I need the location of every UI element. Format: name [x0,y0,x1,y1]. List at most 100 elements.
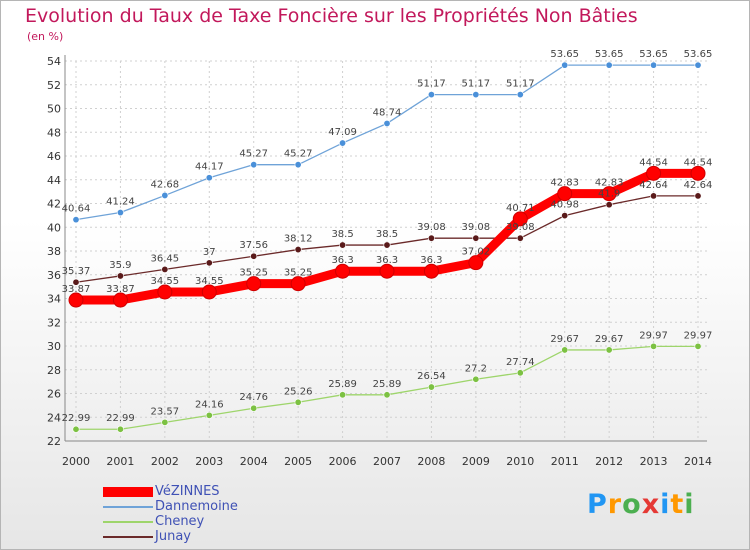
point-vezinnes [468,255,484,271]
legend-item-dannemoine: Dannemoine [103,499,353,515]
point-vezinnes [646,165,662,181]
series-layer [68,61,706,433]
data-label-vezinnes: 44.54 [684,157,713,168]
logo-letter: P [587,489,608,520]
legend-item-junay: Junay [103,529,353,545]
data-label-junay: 42.64 [684,180,713,191]
x-tick-label: 2007 [373,455,401,468]
legend-swatch [103,521,153,523]
data-label-dannemoine: 41.24 [106,197,135,208]
point-junay [383,241,391,249]
x-tick-label: 2008 [417,455,445,468]
point-cheney [516,369,524,377]
y-tick-label: 54 [47,55,61,68]
point-dannemoine [205,174,213,182]
data-label-cheney: 24.16 [195,399,224,410]
data-label-dannemoine: 45.27 [284,149,313,160]
data-label-vezinnes: 34.55 [195,276,224,287]
point-junay [250,252,258,260]
data-label-dannemoine: 53.65 [595,49,624,60]
data-label-cheney: 26.54 [417,371,446,382]
x-tick-label: 2010 [506,455,534,468]
data-label-cheney: 27.74 [506,357,535,368]
data-label-cheney: 25.89 [373,379,402,390]
point-dannemoine [339,139,347,147]
data-label-cheney: 29.97 [639,330,668,341]
legend-swatch [103,487,153,497]
y-tick-label: 38 [47,245,61,258]
y-tick-label: 28 [47,364,61,377]
data-label-junay: 42.64 [639,180,668,191]
data-label-cheney: 27.2 [465,363,487,374]
data-label-dannemoine: 48.74 [373,107,402,118]
x-tick-label: 2003 [195,455,223,468]
point-vezinnes [201,284,217,300]
point-dannemoine [427,91,435,99]
data-label-dannemoine: 51.17 [506,79,535,90]
y-axis-unit: (en %) [27,30,64,43]
point-junay [116,272,124,280]
logo-letter: i [684,489,695,520]
data-label-vezinnes: 35.25 [284,268,313,279]
data-labels: 40.64 41.24 42.68 44.17 45.27 45.27 47.09 48.74… [62,49,713,424]
data-label-dannemoine: 51.17 [417,79,446,90]
y-tick-label: 36 [47,269,61,282]
legend-swatch [103,536,153,538]
point-dannemoine [116,209,124,217]
data-label-junay: 39.08 [462,222,491,233]
logo-letter: o [622,489,642,520]
data-label-junay: 37 [203,247,216,258]
point-dannemoine [472,91,480,99]
y-tick-label: 24 [47,411,61,424]
x-tick-label: 2004 [240,455,268,468]
data-label-junay: 35.9 [109,260,131,271]
data-label-cheney: 22.99 [62,413,91,424]
data-label-vezinnes: 40.71 [506,203,535,214]
data-label-junay: 39.08 [506,222,535,233]
x-tick-label: 2011 [551,455,579,468]
point-junay [161,265,169,273]
data-label-junay: 35.37 [62,266,91,277]
data-label-junay: 38.12 [284,234,313,245]
y-tick-label: 46 [47,150,61,163]
data-label-dannemoine: 51.17 [462,79,491,90]
y-tick-label: 42 [47,198,61,211]
point-vezinnes [557,186,573,202]
data-label-junay: 40.98 [550,200,579,211]
data-label-vezinnes: 42.83 [595,178,624,189]
data-label-vezinnes: 37.02 [462,247,491,258]
data-label-dannemoine: 42.68 [151,179,180,190]
point-junay [561,212,569,220]
data-label-vezinnes: 36.3 [420,255,442,266]
point-cheney [72,425,80,433]
point-junay [72,278,80,286]
legend-swatch [103,506,153,508]
point-vezinnes [690,165,706,181]
point-dannemoine [516,91,524,99]
grid-lines [65,60,707,442]
y-tick-label: 44 [47,174,61,187]
legend-label: Junay [155,529,191,544]
point-cheney [294,398,302,406]
data-label-dannemoine: 53.65 [550,49,579,60]
point-dannemoine [383,119,391,127]
x-tick-label: 2009 [462,455,490,468]
data-label-cheney: 24.76 [239,392,268,403]
point-cheney [561,346,569,354]
data-label-cheney: 29.67 [595,334,624,345]
point-cheney [250,404,258,412]
point-cheney [205,411,213,419]
x-tick-label: 2002 [151,455,179,468]
point-cheney [116,425,124,433]
x-tick-label: 2014 [684,455,712,468]
point-junay [205,259,213,267]
point-cheney [605,346,613,354]
data-label-dannemoine: 40.64 [62,204,91,215]
point-cheney [694,342,702,350]
legend-item-cheney: Cheney [103,514,353,530]
data-label-junay: 37.56 [239,240,268,251]
data-label-dannemoine: 47.09 [328,127,357,138]
data-label-junay: 39.08 [417,222,446,233]
